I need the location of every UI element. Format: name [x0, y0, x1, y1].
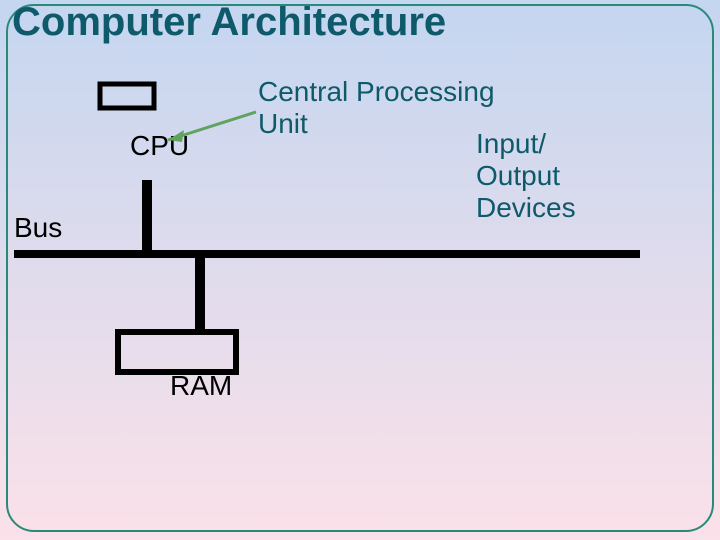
io-devices-label: Input/ Output Devices	[476, 128, 576, 224]
slide: Computer Architecture CPU Central Proces…	[0, 0, 720, 540]
ram-label: RAM	[170, 370, 232, 402]
slide-title: Computer Architecture	[12, 0, 446, 45]
bus-label: Bus	[14, 212, 62, 244]
cpu-expansion-label: Central Processing Unit	[258, 76, 495, 140]
cpu-label: CPU	[130, 130, 189, 162]
